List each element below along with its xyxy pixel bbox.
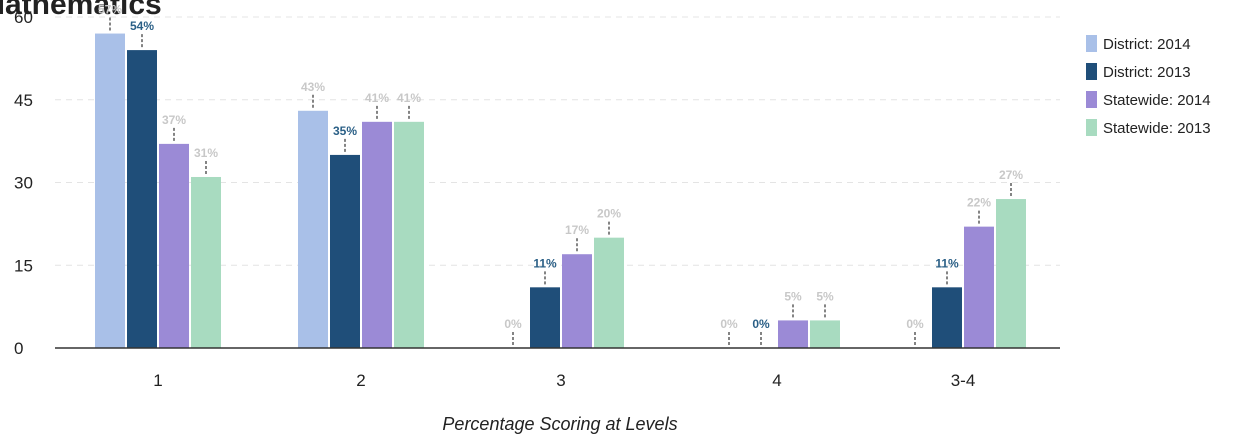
x-tick-label: 1 [153, 371, 162, 390]
bar [996, 199, 1026, 348]
data-label: 37% [162, 113, 186, 127]
legend-swatch [1086, 63, 1097, 80]
y-tick-label: 45 [14, 91, 33, 110]
legend-swatch [1086, 91, 1097, 108]
data-label: 5% [784, 289, 802, 303]
data-label: 27% [999, 168, 1023, 182]
bar [778, 320, 808, 348]
bar [159, 143, 189, 348]
bar [964, 226, 994, 348]
data-label: 0% [906, 317, 924, 331]
bar [594, 237, 624, 348]
bars: 57% 43% 0% 0% 0% 54% 35% 11% 0% 11% 37% 41% 17% 5% 22%… [95, 3, 1026, 349]
data-label: 5% [816, 289, 834, 303]
data-label: 41% [397, 91, 421, 105]
data-label: 0% [720, 317, 738, 331]
y-tick-label: 60 [14, 8, 33, 27]
chart-title: Mathematics [0, 0, 162, 21]
legend: District: 2014 District: 2013 Statewide: 2… [1086, 35, 1211, 137]
bar [530, 287, 560, 348]
bar [362, 121, 392, 348]
data-label: 17% [565, 223, 589, 237]
data-label: 11% [533, 256, 557, 270]
data-label: 54% [130, 19, 154, 33]
bar [394, 121, 424, 348]
data-label: 57% [98, 3, 122, 17]
bar [127, 50, 157, 348]
bar [562, 254, 592, 348]
legend-entry: Statewide: 2013 [1103, 120, 1211, 137]
data-label: 11% [935, 256, 959, 270]
legend-swatch [1086, 119, 1097, 136]
y-tick-label: 15 [14, 256, 33, 275]
x-tick-label: 4 [772, 371, 781, 390]
x-axis: 1 2 3 4 3-4 [55, 347, 1060, 390]
data-label: 0% [504, 317, 522, 331]
x-tick-label: 3 [556, 371, 565, 390]
x-tick-label: 2 [356, 371, 365, 390]
legend-entry: District: 2014 [1103, 36, 1191, 53]
bar [191, 176, 221, 348]
data-label: 43% [301, 80, 325, 94]
bar [932, 287, 962, 348]
data-label: 31% [194, 146, 218, 160]
data-label: 35% [333, 124, 357, 138]
bar [810, 320, 840, 348]
legend-entry: Statewide: 2014 [1103, 92, 1211, 109]
legend-entry: District: 2013 [1103, 64, 1191, 81]
y-tick-label: 0 [14, 339, 23, 358]
bar [95, 33, 125, 349]
data-label: 41% [365, 91, 389, 105]
data-label: 22% [967, 196, 991, 210]
x-tick-label: 3-4 [951, 371, 976, 390]
x-axis-title: Percentage Scoring at Levels [442, 414, 677, 434]
data-label: 0% [752, 317, 770, 331]
bar [330, 154, 360, 348]
grid-lines [55, 16, 1060, 266]
y-axis: 0 15 30 45 60 [14, 8, 33, 358]
data-label: 20% [597, 207, 621, 221]
y-tick-label: 30 [14, 174, 33, 193]
bar [298, 110, 328, 349]
legend-swatch [1086, 35, 1097, 52]
